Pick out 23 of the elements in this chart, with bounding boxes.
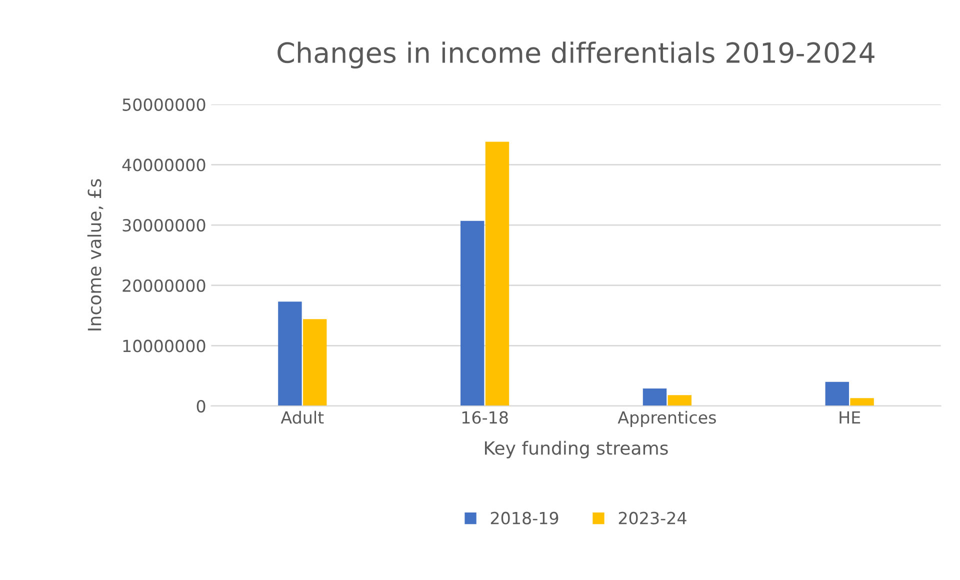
bar: [278, 302, 302, 406]
legend-label: 2023-24: [618, 512, 686, 524]
y-tick-label: 0: [196, 400, 206, 413]
bar: [302, 319, 327, 406]
bar: [850, 398, 874, 406]
chart-title: Changes in income differentials 2019-2024: [278, 42, 874, 69]
bar: [642, 388, 667, 406]
y-tick-label: 40000000: [122, 158, 206, 172]
bar: [825, 382, 850, 406]
y-tick-label: 50000000: [122, 98, 206, 111]
bar: [668, 395, 692, 406]
x-tick-label: HE: [840, 411, 860, 424]
bar: [485, 142, 510, 406]
x-axis-title: Key funding streams: [485, 440, 668, 458]
x-tick-label: Apprentices: [618, 410, 716, 427]
y-tick-label: 20000000: [122, 279, 206, 292]
y-tick-label: 30000000: [122, 219, 206, 232]
x-tick-label: Adult: [280, 410, 324, 424]
legend-label: 2018-19: [490, 512, 558, 524]
y-axis-title: Income value, £s: [87, 179, 104, 330]
bar: [460, 220, 484, 406]
x-tick-label: 16-18: [462, 411, 508, 424]
y-tick-label: 10000000: [123, 340, 206, 352]
